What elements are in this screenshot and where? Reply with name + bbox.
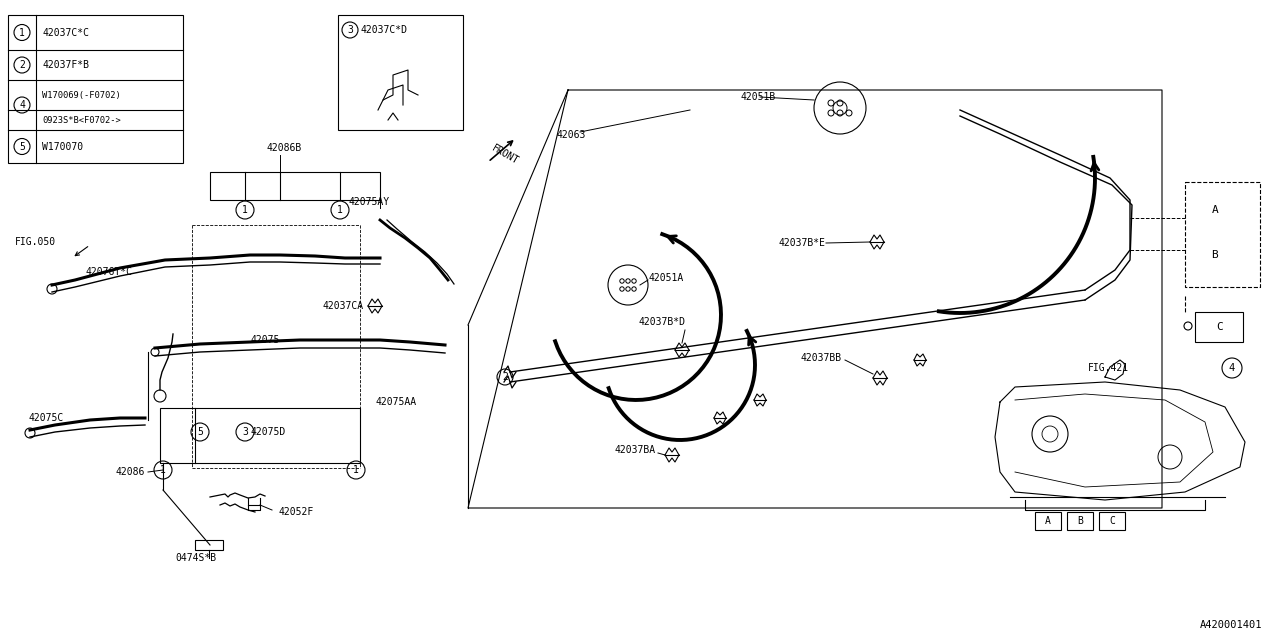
Text: A: A [1212, 205, 1219, 215]
Text: 2: 2 [502, 372, 508, 382]
Text: 42086B: 42086B [266, 143, 301, 153]
Bar [210, 172, 380, 200]
Bar [1100, 512, 1125, 530]
Text: A: A [1044, 516, 1051, 526]
Text: W170070: W170070 [42, 141, 83, 152]
Text: 42075D: 42075D [250, 427, 285, 437]
Text: FIG.050: FIG.050 [15, 237, 56, 247]
Bar [1185, 182, 1260, 287]
Bar [1068, 512, 1093, 530]
Text: 42052F: 42052F [278, 507, 314, 517]
Text: 42075AA: 42075AA [375, 397, 416, 407]
Text: 42037C*C: 42037C*C [42, 28, 90, 38]
Bar [338, 15, 463, 130]
Text: 1: 1 [337, 205, 343, 215]
Text: 42086: 42086 [115, 467, 145, 477]
Text: 2: 2 [19, 60, 24, 70]
Text: 3: 3 [347, 25, 353, 35]
Text: 5: 5 [19, 141, 24, 152]
Text: 42037BB: 42037BB [800, 353, 841, 363]
Text: 42037B*D: 42037B*D [637, 317, 685, 327]
Text: 1: 1 [19, 28, 24, 38]
Text: 1: 1 [242, 205, 248, 215]
Text: A420001401: A420001401 [1199, 620, 1262, 630]
Text: 42037CA: 42037CA [323, 301, 364, 311]
Text: 42063: 42063 [556, 130, 585, 140]
Text: FIG.421: FIG.421 [1088, 363, 1129, 373]
Text: 4: 4 [1229, 363, 1235, 373]
Bar [160, 408, 360, 463]
Text: 42075AY: 42075AY [348, 197, 389, 207]
Text: 1: 1 [160, 465, 166, 475]
Text: C: C [1108, 516, 1115, 526]
Text: 42037BA: 42037BA [614, 445, 655, 455]
Text: B: B [1212, 250, 1219, 260]
Text: 3: 3 [242, 427, 248, 437]
Text: 42051A: 42051A [648, 273, 684, 283]
Text: 0474S*B: 0474S*B [175, 553, 216, 563]
Text: 42075C: 42075C [28, 413, 63, 423]
Text: 4: 4 [19, 100, 24, 110]
Text: 42037F*B: 42037F*B [42, 60, 90, 70]
Bar [195, 540, 223, 550]
Bar [1196, 312, 1243, 342]
Text: 0923S*B<F0702->: 0923S*B<F0702-> [42, 115, 120, 125]
Text: B: B [1076, 516, 1083, 526]
Text: 42051B: 42051B [740, 92, 776, 102]
Text: W170069(-F0702): W170069(-F0702) [42, 90, 120, 99]
Text: 42037B*E: 42037B*E [778, 238, 826, 248]
Text: FRONT: FRONT [490, 143, 521, 166]
Text: 5: 5 [197, 427, 204, 437]
Text: C: C [1216, 322, 1224, 332]
Bar [8, 15, 183, 163]
Bar [1036, 512, 1061, 530]
Text: 42076T*C: 42076T*C [84, 267, 132, 277]
Text: 42075: 42075 [250, 335, 279, 345]
Text: 42037C*D: 42037C*D [360, 25, 407, 35]
Text: 1: 1 [353, 465, 358, 475]
